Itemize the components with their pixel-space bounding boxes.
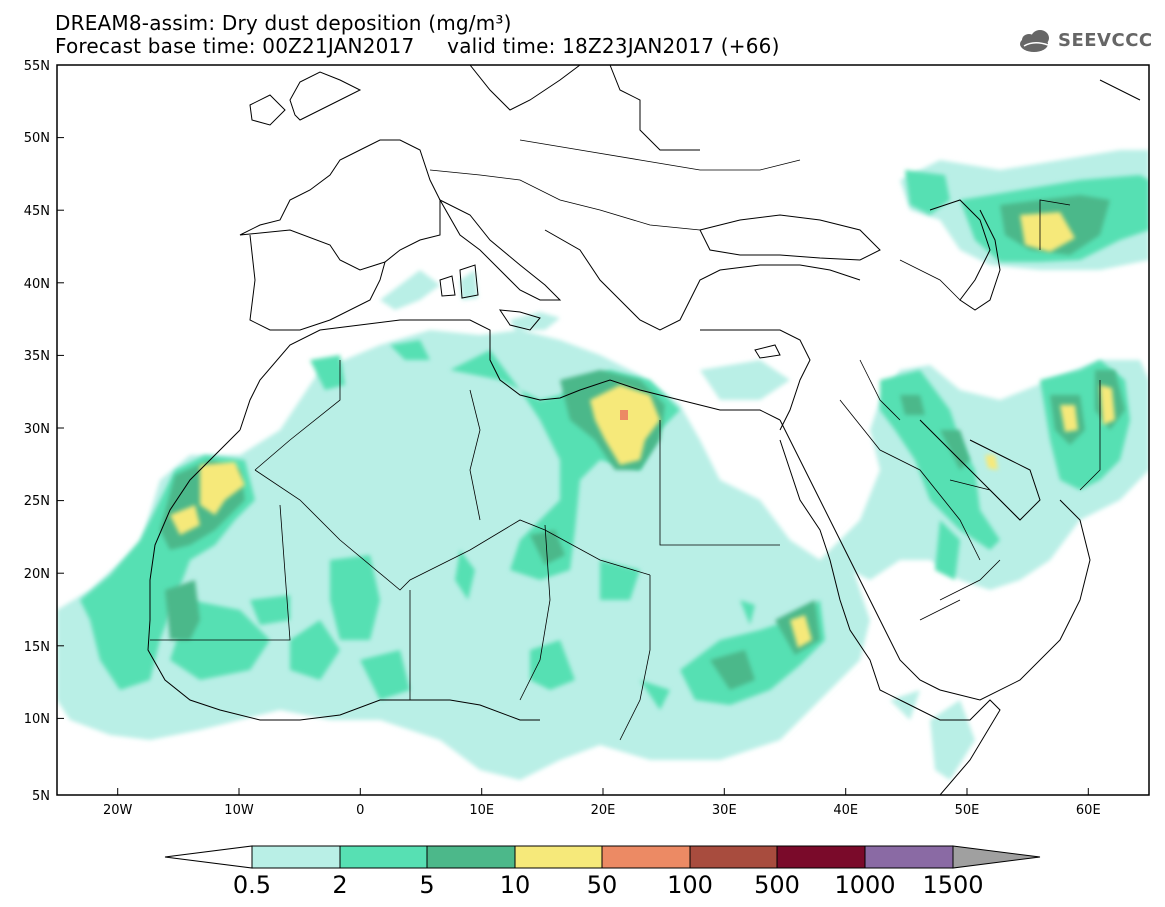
seevccc-logo [1020,30,1049,52]
lat-label: 45N [24,204,50,219]
colorbar-label: 1000 [834,871,895,899]
lat-label: 20N [24,567,50,582]
colorbar-label: 500 [754,871,800,899]
colorbar-swatch [514,845,603,869]
coastlines [147,65,1141,795]
colorbar-swatch [601,845,691,869]
colorbar-swatch [776,845,866,869]
map-title: DREAM8-assim: Dry dust deposition (mg/m³… [55,11,512,35]
lat-label: 55N [24,59,50,74]
logo-text: SEEVCCC [1058,30,1153,51]
lon-label: 0 [356,803,364,818]
lat-label: 50N [24,131,50,146]
lon-label: 20W [103,803,133,818]
lat-label: 10N [24,712,50,727]
colorbar-label: 1500 [922,871,983,899]
lat-label: 15N [24,640,50,655]
lat-label: 30N [24,422,50,437]
dust-field-50 [620,410,628,420]
lat-labels: 55N 50N 45N 40N 35N 30N 25N 20N 15N 10N … [24,59,50,804]
colorbar-swatch [426,845,516,869]
lon-label: 30E [712,803,737,818]
lon-label: 50E [955,803,980,818]
map-frame [56,64,1150,796]
lon-label: 10W [224,803,254,818]
lon-label: 20E [591,803,616,818]
colorbar: 0.5 2 5 10 50 100 500 1000 1500 [164,845,1041,899]
lon-label: 10E [469,803,494,818]
lat-label: 5N [32,789,50,804]
colorbar-swatch [251,845,341,869]
grid-ticks [57,137,1089,795]
colorbar-swatch [339,845,428,869]
lon-label: 40E [833,803,858,818]
dust-field-10 [170,212,1115,648]
lat-label: 35N [24,349,50,364]
lat-label: 40N [24,277,50,292]
colorbar-swatch [864,845,954,869]
country-borders [150,139,1101,741]
colorbar-label: 2 [332,871,347,899]
lat-label: 25N [24,494,50,509]
colorbar-label: 0.5 [233,871,271,899]
colorbar-swatch [689,845,778,869]
map-subtitle: Forecast base time: 00Z21JAN2017 valid t… [55,34,780,58]
colorbar-left-arrow [164,845,253,869]
colorbar-label: 5 [419,871,434,899]
colorbar-right-arrow [952,845,1041,869]
lon-labels: 20W 10W 0 10E 20E 30E 40E 50E 60E [103,803,1101,818]
cloud-icon [1020,30,1049,52]
colorbar-label: 10 [500,871,531,899]
lon-label: 60E [1076,803,1101,818]
colorbar-label: 100 [667,871,713,899]
colorbar-label: 50 [587,871,618,899]
